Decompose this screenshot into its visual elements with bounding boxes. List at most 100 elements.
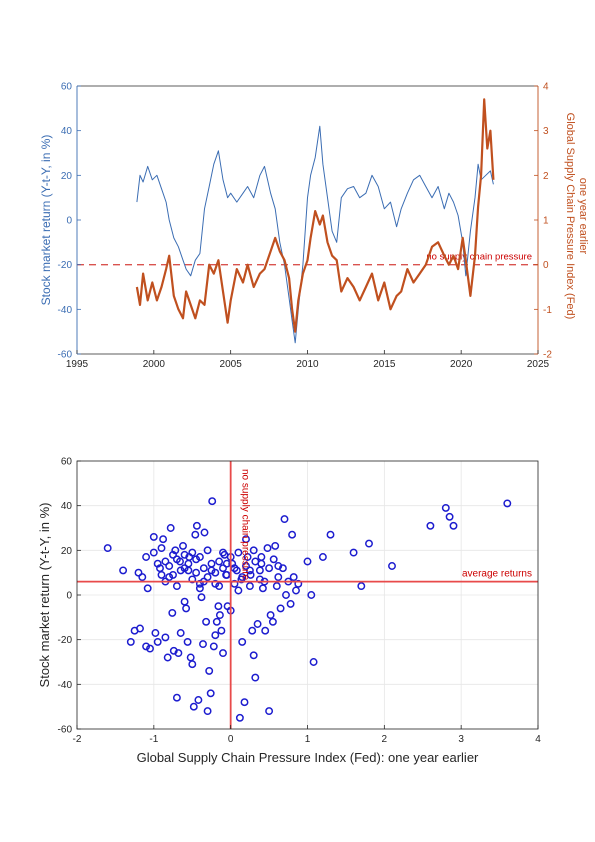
scatter-point — [211, 579, 220, 588]
chart2-points-group — [103, 497, 512, 722]
scatter-point — [136, 624, 144, 633]
scatter-point — [163, 653, 172, 662]
scatter-point — [151, 629, 160, 637]
x-tick-label: 2025 — [527, 359, 550, 370]
scatter-point — [189, 702, 198, 711]
scatter-point — [220, 550, 229, 559]
scatter-point — [199, 564, 208, 573]
scatter-point — [130, 626, 139, 635]
scatter-point — [288, 530, 297, 539]
scatter-point — [235, 713, 244, 722]
y-tick-label: 20 — [61, 546, 73, 557]
scatter-point — [169, 646, 178, 655]
scatter-point — [318, 553, 327, 561]
x-axis-label: Global Supply Chain Pressure Index (Fed)… — [137, 750, 479, 765]
chart2-axes-group: -2 -1 0 1 2 3 4 -60 -40 -20 0 20 40 60 Global Supply C… — [37, 457, 541, 766]
chart2-frame — [76, 460, 539, 730]
scatter-point — [211, 568, 220, 577]
x-tick-label: 4 — [535, 734, 541, 745]
scatter-point — [168, 608, 177, 617]
x-tick-label: 2 — [382, 734, 388, 745]
y-tick-label: 40 — [61, 501, 73, 512]
right-tick-label: -1 — [543, 305, 552, 316]
scatter-point — [251, 673, 260, 682]
scatter-point — [149, 532, 158, 541]
scatter-point — [202, 617, 211, 626]
scatter-point — [176, 629, 185, 637]
scatter-point — [245, 582, 254, 591]
scatter-point — [142, 642, 151, 651]
scatter-point — [180, 564, 189, 573]
scatter-point — [246, 570, 255, 579]
scatter-point — [186, 653, 195, 662]
scatter-point — [240, 698, 249, 707]
left-tick-label: -60 — [58, 350, 73, 361]
y-tick-label: 60 — [61, 457, 73, 468]
scatter-point — [211, 631, 220, 640]
right-tick-label: 1 — [543, 216, 549, 227]
scatter-point — [126, 637, 135, 646]
scatter-point — [266, 611, 275, 620]
scatter-point — [199, 640, 207, 649]
x-tick-label: 3 — [458, 734, 464, 745]
scatter-point — [223, 602, 232, 611]
scatter-point — [153, 637, 162, 646]
scatter-point — [200, 528, 209, 537]
scatter-point — [272, 582, 281, 591]
scatter-point — [103, 544, 112, 553]
scatter-point — [142, 553, 151, 561]
scatter-point — [282, 591, 290, 599]
x-tick-label: 2020 — [450, 359, 473, 370]
scatter-point — [176, 557, 184, 566]
scatter-point — [349, 548, 358, 557]
time-series-chart: no supply chain pressure 1995 2000 2005 201… — [39, 82, 589, 371]
scatter-point — [357, 582, 366, 591]
scatter-point — [183, 637, 192, 646]
chart1-background — [77, 86, 538, 354]
scatter-point — [143, 584, 152, 593]
scatter-point — [215, 611, 224, 620]
scatter-point — [209, 642, 218, 651]
scatter-point — [219, 649, 227, 658]
scatter-point — [217, 626, 226, 635]
scatter-point — [232, 566, 241, 575]
scatter-point — [172, 693, 181, 702]
chart2-background — [77, 461, 538, 729]
chart1-plot-area — [77, 86, 538, 354]
scatter-point — [253, 620, 262, 628]
right-tick-label: 2 — [543, 171, 549, 182]
scatter-point — [215, 557, 224, 566]
scatter-point — [119, 566, 128, 575]
scatter-point — [180, 550, 189, 559]
scatter-point — [238, 637, 247, 646]
left-tick-label: 60 — [61, 82, 73, 93]
scatter-point — [185, 553, 194, 561]
scatter-point — [274, 562, 283, 570]
scatter-point — [292, 586, 300, 595]
scatter-point — [503, 499, 512, 508]
scatter-point — [195, 579, 204, 588]
scatter-point — [182, 604, 191, 613]
scatter-point — [222, 559, 231, 568]
scatter-point — [149, 548, 158, 557]
scatter-point — [194, 696, 203, 704]
scatter-point — [365, 539, 373, 548]
scatter-point — [271, 541, 280, 550]
scatter-point — [307, 591, 316, 599]
scatter-point — [172, 582, 181, 591]
scatter-point — [192, 521, 201, 530]
left-tick-label: -40 — [58, 305, 73, 316]
y-axis-label: Stock market return (Y-t-Y, in %) — [37, 503, 52, 688]
right-tick-label: 3 — [543, 126, 549, 137]
right-tick-label: -2 — [543, 350, 552, 361]
scatter-point — [169, 550, 177, 559]
x-tick-label: 1995 — [66, 359, 89, 370]
x-tick-label: 2015 — [373, 359, 396, 370]
scatter-point — [388, 562, 396, 570]
scatter-point — [184, 566, 193, 575]
scatter-point — [165, 573, 174, 582]
scatter-point — [157, 570, 166, 579]
scatter-point — [249, 651, 258, 660]
scatter-point — [268, 617, 277, 626]
left-axis-label: Stock market return (Y-t-Y, in %) — [39, 135, 53, 306]
